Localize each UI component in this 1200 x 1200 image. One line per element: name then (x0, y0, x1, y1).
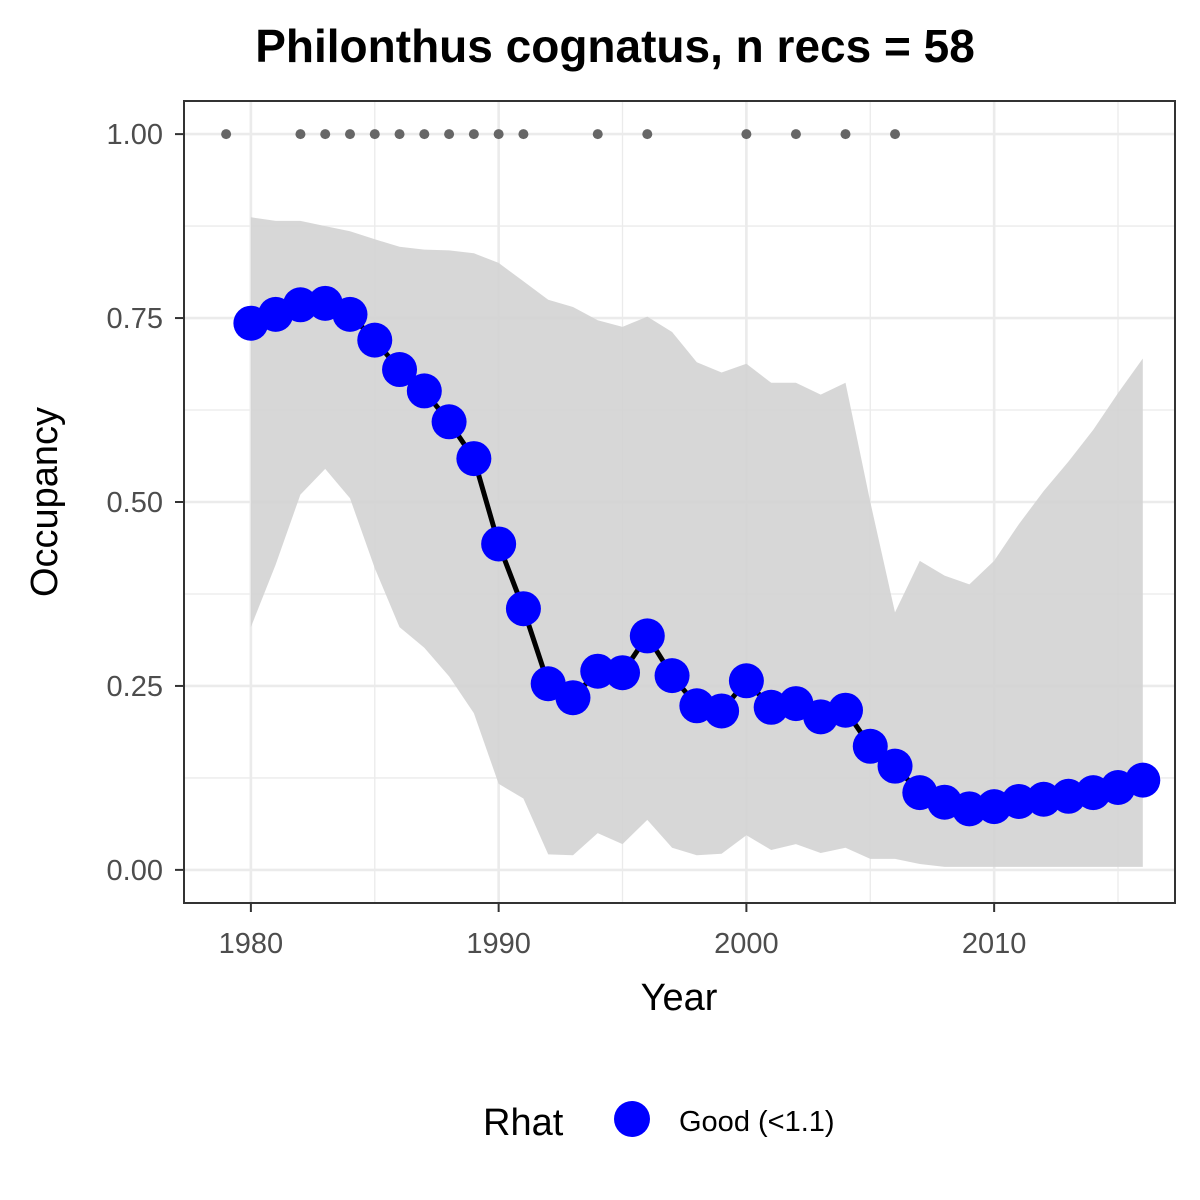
y-tick-label: 0.25 (107, 671, 163, 703)
credible-interval (250, 217, 1143, 867)
y-axis-title: Occupancy (24, 407, 66, 597)
occupancy-point (827, 692, 863, 728)
y-tick-label: 0.75 (107, 303, 163, 335)
record-marker (394, 129, 405, 140)
occupancy-point (431, 404, 467, 440)
record-marker (295, 129, 306, 140)
occupancy-point (382, 352, 418, 388)
record-marker (840, 129, 851, 140)
occupancy-point (704, 693, 740, 729)
record-marker (444, 129, 455, 140)
record-marker (493, 129, 504, 140)
record-marker (518, 129, 529, 140)
record-marker (320, 129, 331, 140)
occupancy-points (233, 285, 1161, 827)
y-axis: 0.00 0.25 0.50 0.75 1.00 (107, 119, 184, 887)
occupancy-point (357, 322, 393, 358)
record-marker (790, 129, 801, 140)
occupancy-point (629, 618, 665, 654)
x-tick-label: 2000 (714, 928, 779, 960)
x-tick-label: 1990 (466, 928, 531, 960)
legend-title: Rhat (483, 1102, 564, 1144)
record-marker (468, 129, 479, 140)
occupancy-point (406, 373, 442, 409)
y-tick-label: 1.00 (107, 119, 163, 151)
legend-key-marker (614, 1101, 650, 1137)
legend: Rhat Good (<1.1) (483, 1101, 835, 1144)
occupancy-point (877, 748, 913, 784)
chart-title: Philonthus cognatus, n recs = 58 (255, 20, 975, 72)
occupancy-point (481, 526, 517, 562)
occupancy-point (282, 287, 318, 323)
record-marker (741, 129, 752, 140)
y-tick-label: 0.00 (107, 855, 163, 887)
x-axis: 1980 1990 2000 2010 (219, 903, 1027, 960)
occupancy-point (654, 658, 690, 694)
record-marker (419, 129, 430, 140)
occupancy-point (456, 441, 492, 477)
occupancy-point (332, 296, 368, 332)
x-tick-label: 2010 (962, 928, 1027, 960)
occupancy-point (580, 653, 616, 689)
record-marker (890, 129, 901, 140)
x-axis-title: Year (641, 977, 718, 1019)
record-marker (369, 129, 380, 140)
legend-label: Good (<1.1) (679, 1106, 835, 1138)
y-tick-label: 0.50 (107, 487, 163, 519)
occupancy-point (605, 655, 641, 691)
credible-interval-ribbon (250, 217, 1143, 867)
occupancy-point (1125, 762, 1161, 798)
occupancy-point (728, 663, 764, 699)
record-marker (642, 129, 653, 140)
record-marker (344, 129, 355, 140)
occupancy-point (852, 728, 888, 764)
record-markers (221, 129, 901, 140)
x-tick-label: 1980 (219, 928, 284, 960)
occupancy-point (505, 591, 541, 627)
occupancy-point (555, 680, 591, 716)
record-marker (221, 129, 232, 140)
record-marker (592, 129, 603, 140)
